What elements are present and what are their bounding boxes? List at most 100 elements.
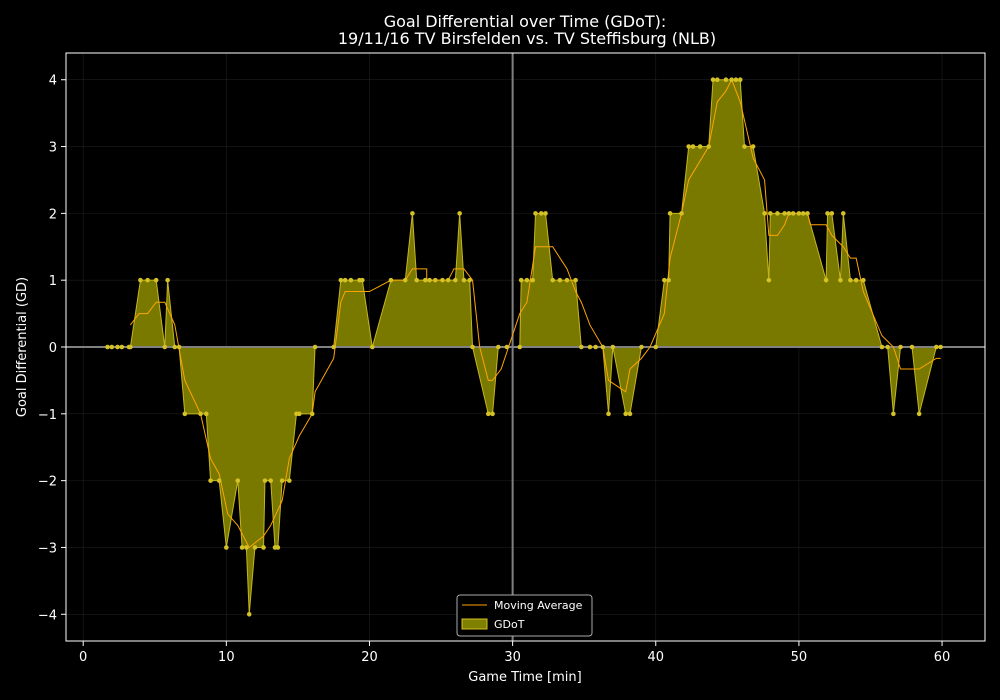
gdot-point xyxy=(766,277,772,283)
gdot-point xyxy=(145,277,150,283)
gdot-point xyxy=(573,277,578,283)
gdot-point xyxy=(309,411,315,417)
gdot-point xyxy=(587,344,593,350)
gdot-point xyxy=(244,545,249,550)
gdot-point xyxy=(115,344,120,350)
gdot-point xyxy=(490,411,495,417)
gdot-point xyxy=(338,277,344,283)
gdot-point xyxy=(165,277,170,283)
gdot-point xyxy=(246,611,252,617)
gdot-point xyxy=(279,478,285,483)
gdot-point xyxy=(467,277,472,283)
gdot-point xyxy=(461,277,467,283)
gdot-point xyxy=(715,77,720,83)
gdot-point xyxy=(800,211,806,216)
gdot-point xyxy=(909,344,915,350)
gdot-point xyxy=(342,277,348,283)
gdot-point xyxy=(623,411,629,417)
gdot-point xyxy=(348,277,354,283)
gdot-point xyxy=(690,144,696,149)
gdot-point xyxy=(742,144,747,149)
gdot-point xyxy=(593,344,598,350)
gdot-point xyxy=(119,344,125,350)
gdot-point xyxy=(848,277,853,283)
gdot-point xyxy=(518,277,524,283)
gdot-point xyxy=(433,277,438,283)
gdot-point xyxy=(853,277,859,283)
y-tick-label: −4 xyxy=(38,608,57,623)
gdot-point xyxy=(128,344,133,350)
x-tick-label: 0 xyxy=(79,650,87,665)
gdot-point xyxy=(610,344,616,350)
gdot-point xyxy=(550,277,555,283)
x-axis-label: Game Time [min] xyxy=(468,670,581,685)
gdot-point xyxy=(239,545,245,550)
gdot-point xyxy=(485,411,491,417)
legend-gdot-swatch xyxy=(461,618,488,630)
gdot-point xyxy=(686,144,691,149)
legend-box xyxy=(456,594,593,637)
x-tick-label: 30 xyxy=(504,650,521,665)
gdot-point xyxy=(557,277,563,283)
gdot-point xyxy=(427,277,432,283)
gdot-point xyxy=(606,411,611,417)
gdot-point xyxy=(453,277,458,283)
gdot-points xyxy=(105,77,943,617)
gdot-point xyxy=(360,277,365,283)
y-axis-label: Goal Differential (GD) xyxy=(15,277,30,417)
gdot-point xyxy=(879,344,885,350)
gdot-point xyxy=(679,211,684,216)
gdot-point xyxy=(445,277,451,283)
gdot-point xyxy=(198,411,203,417)
legend-gdot-label: GDoT xyxy=(494,618,525,631)
gdot-point xyxy=(938,344,943,350)
moving-average-path xyxy=(130,78,941,549)
gdot-point xyxy=(733,77,739,83)
gdot-point xyxy=(162,344,168,350)
gdot-point xyxy=(729,77,734,83)
gdot-point xyxy=(750,144,756,149)
y-tick-label: 2 xyxy=(49,207,57,222)
gdot-point xyxy=(138,277,143,283)
x-tick-label: 20 xyxy=(361,650,378,665)
gdot-point xyxy=(261,545,266,550)
gdot-point xyxy=(710,77,716,83)
moving-average-line xyxy=(130,78,941,549)
y-tick-label: 3 xyxy=(49,141,57,156)
gdot-point xyxy=(414,277,420,283)
gdot-point xyxy=(786,211,792,216)
gdot-point xyxy=(805,211,810,216)
gdot-point xyxy=(524,277,530,283)
gdot-point xyxy=(388,277,394,283)
gdot-point xyxy=(176,344,182,350)
y-axis-ticks: −4 −3 −2 −1 0 1 2 3 4 xyxy=(38,74,66,623)
gdot-point xyxy=(934,344,939,350)
x-tick-label: 50 xyxy=(791,650,808,665)
gdot-point xyxy=(916,411,922,417)
gdot-point xyxy=(457,211,462,216)
y-tick-label: −3 xyxy=(38,541,57,556)
gdot-point xyxy=(496,344,501,350)
gdot-point xyxy=(440,277,445,283)
gdot-point xyxy=(737,77,743,83)
gdot-point xyxy=(504,344,510,350)
x-tick-label: 40 xyxy=(647,650,664,665)
gdot-point xyxy=(182,411,188,417)
gdot-point xyxy=(203,411,209,417)
gdot-point xyxy=(666,277,671,283)
gdot-point xyxy=(312,344,318,350)
legend: Moving Average GDoT xyxy=(456,594,593,637)
gdot-point xyxy=(775,211,780,216)
gdot-point xyxy=(410,211,415,216)
y-tick-label: 1 xyxy=(49,274,57,289)
gdot-point xyxy=(838,277,843,283)
gdot-point xyxy=(543,211,548,216)
plot-area: 0 10 20 30 40 50 60 −4 −3 −2 −1 0 1 2 3 4 xyxy=(38,52,986,665)
gdot-point xyxy=(564,277,570,283)
gdot-point xyxy=(105,344,110,350)
y-tick-label: 0 xyxy=(49,341,57,356)
gdot-point xyxy=(825,211,830,216)
gdot-point xyxy=(208,478,213,483)
gdot-point xyxy=(829,211,835,216)
